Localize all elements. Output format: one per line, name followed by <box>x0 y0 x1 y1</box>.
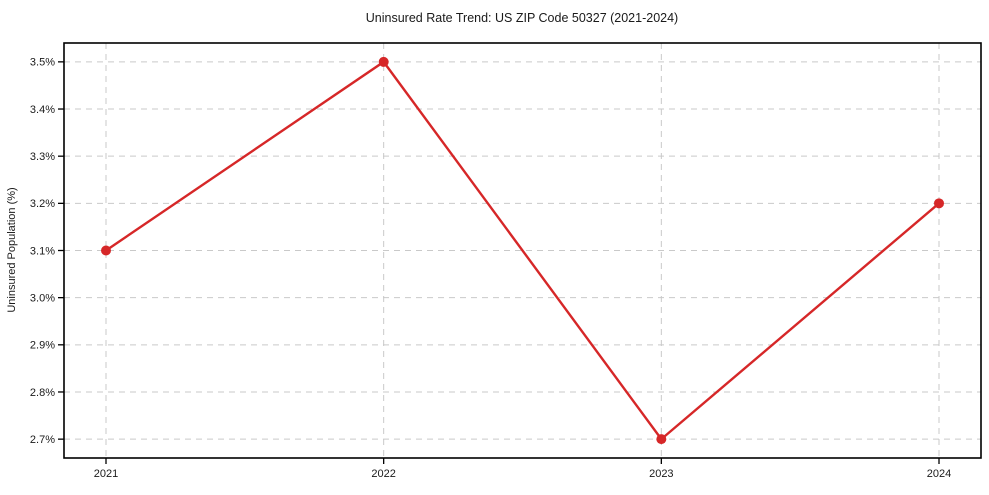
y-tick-label: 3.5% <box>30 57 55 69</box>
y-tick-label: 3.3% <box>30 151 55 163</box>
x-tick-label: 2024 <box>927 468 951 480</box>
x-tick-label: 2021 <box>94 468 118 480</box>
x-tick-label: 2023 <box>649 468 673 480</box>
y-tick-label: 2.8% <box>30 387 55 399</box>
y-tick-label: 2.7% <box>30 434 55 446</box>
data-point <box>101 245 111 256</box>
plot-area: 2.7% 2.8% 2.9% 3.0% 3.1% 3.2% 3.3% 3.4% 3.5% 2021… <box>30 42 982 480</box>
data-point <box>934 198 944 209</box>
y-tick-label: 3.4% <box>30 104 55 116</box>
y-tick-label: 2.9% <box>30 340 55 352</box>
chart-title: Uninsured Rate Trend: US ZIP Code 50327 … <box>366 11 678 25</box>
data-point <box>378 56 389 67</box>
data-point <box>656 434 667 445</box>
x-tick-label: 2022 <box>371 468 395 480</box>
y-tick-label: 3.0% <box>30 292 55 304</box>
y-axis-label: Uninsured Population (%) <box>6 187 18 312</box>
y-tick-label: 3.1% <box>30 245 55 257</box>
trend-line <box>104 60 941 441</box>
y-tick-label: 3.2% <box>30 198 55 210</box>
